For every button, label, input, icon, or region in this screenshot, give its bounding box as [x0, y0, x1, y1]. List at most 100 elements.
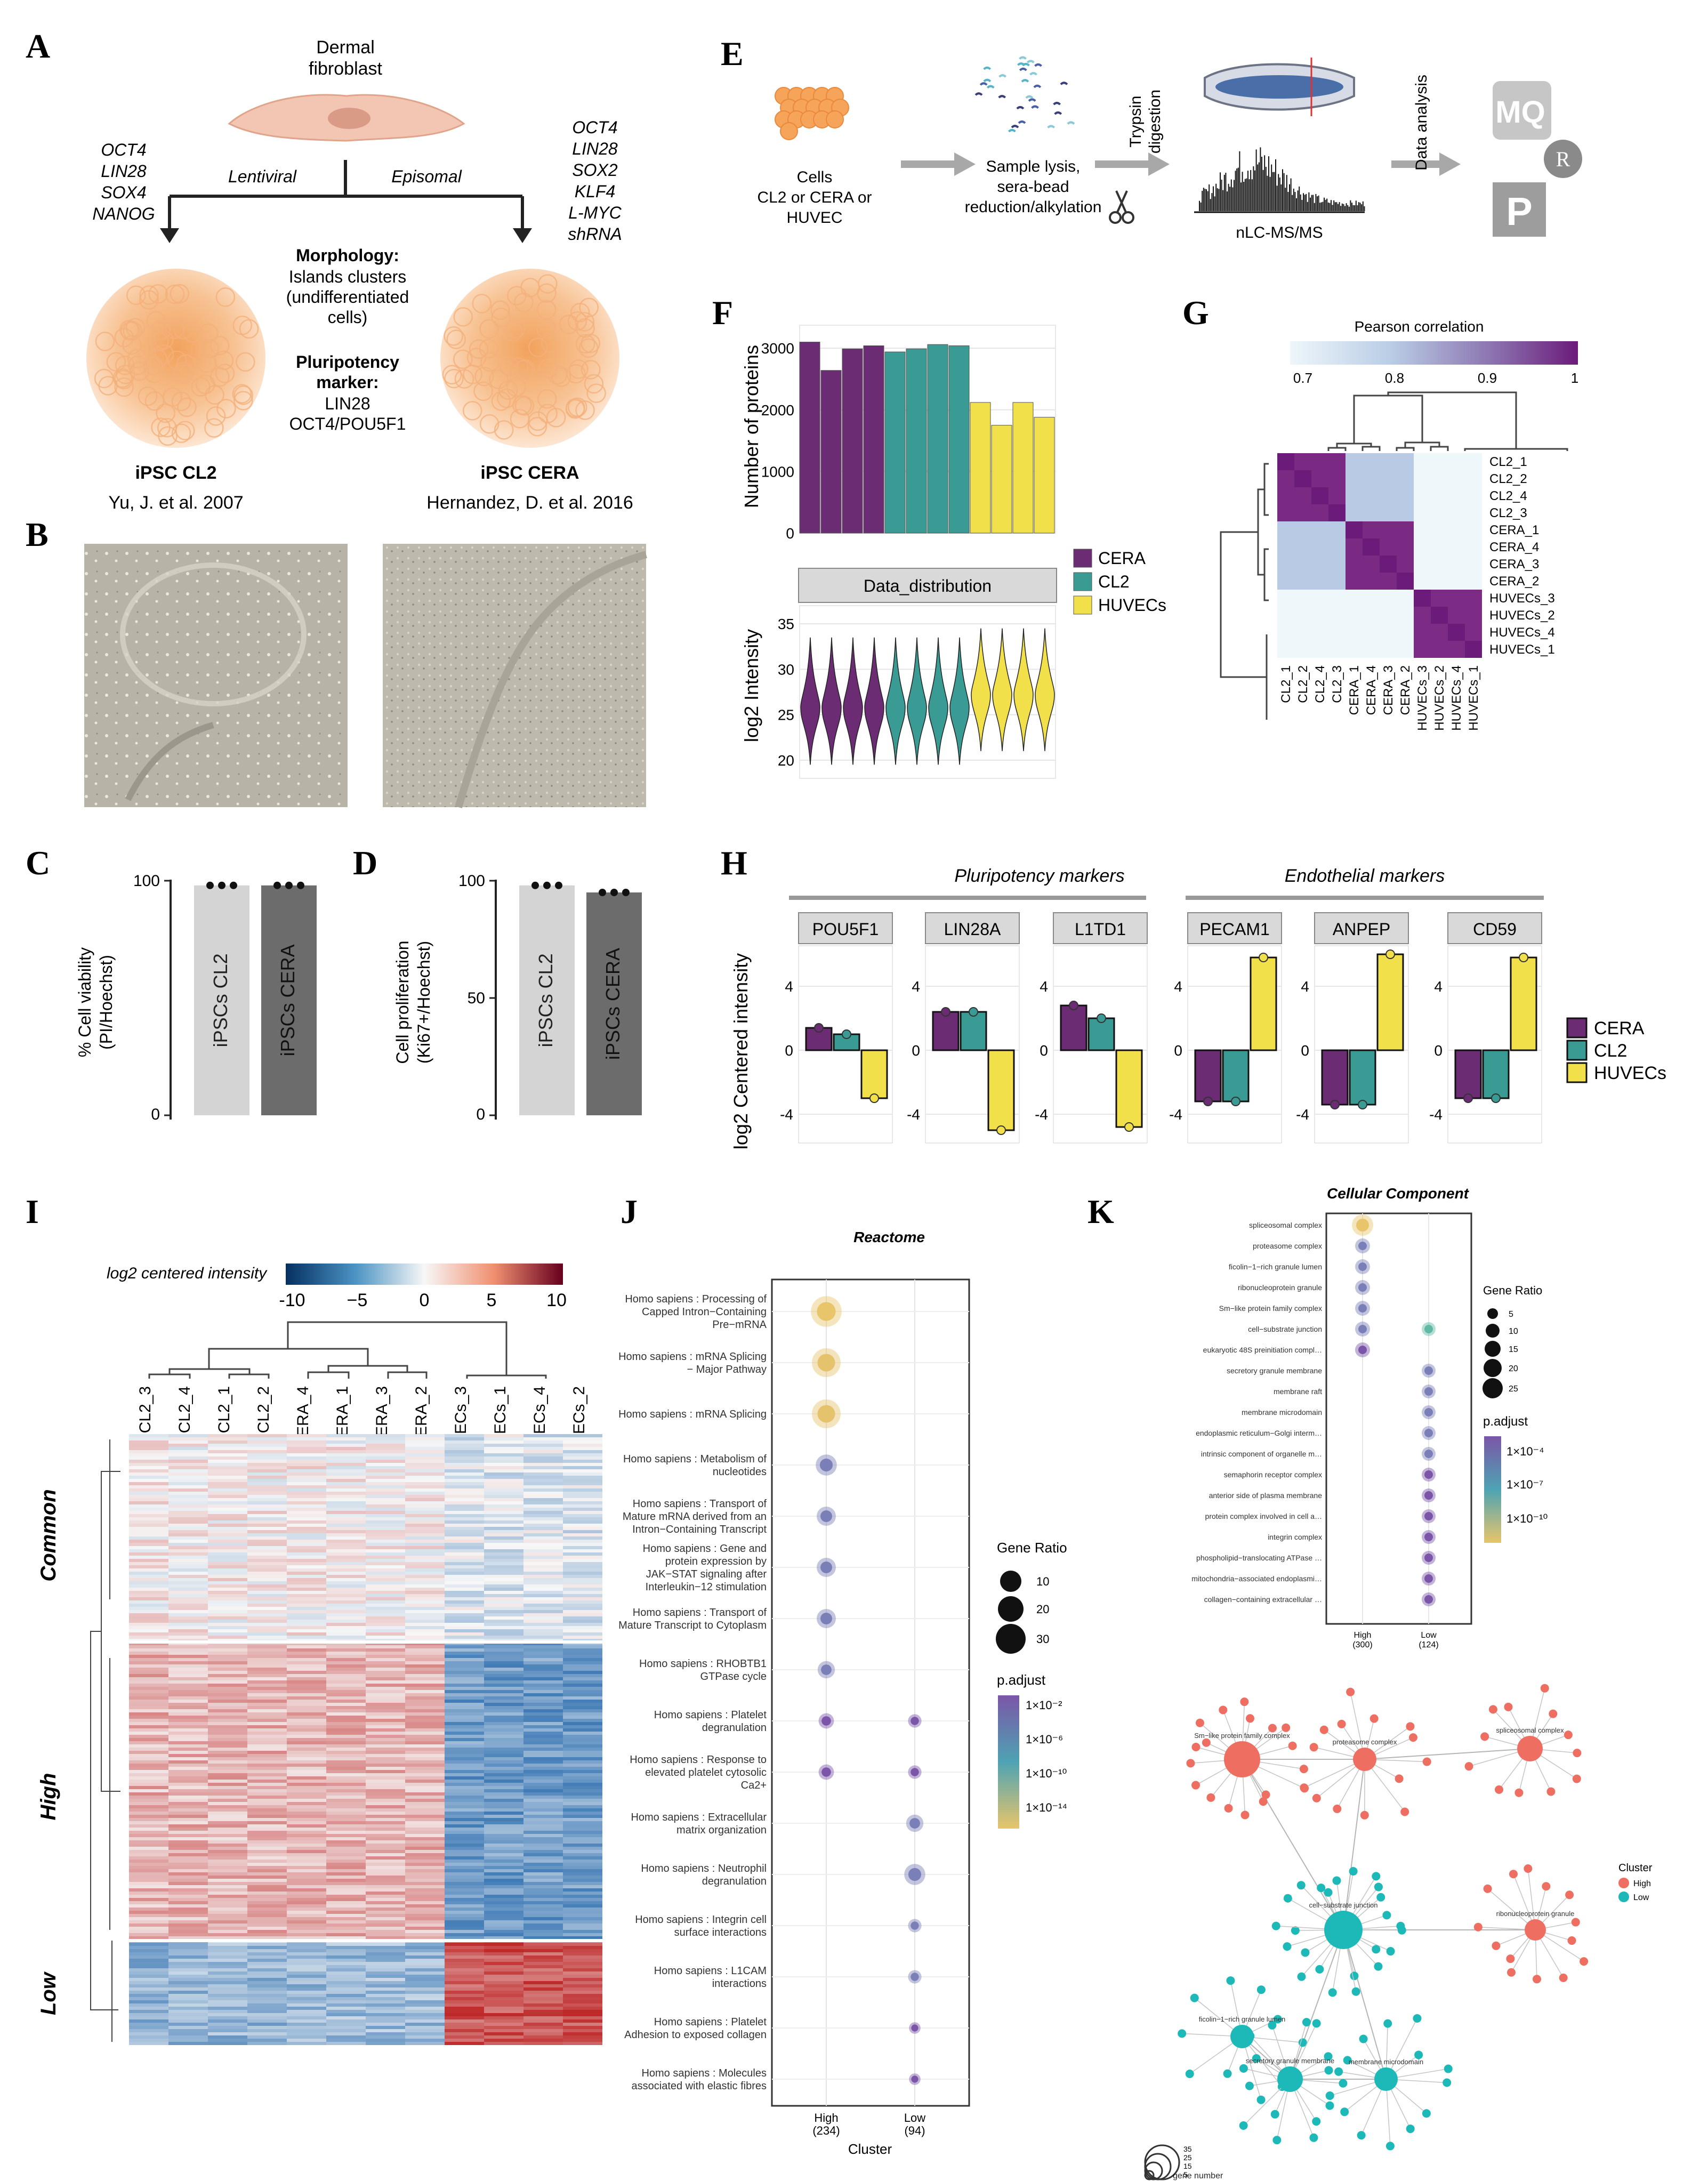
e-arrow-icon [1148, 152, 1170, 176]
i-heatmap-cell [484, 1460, 523, 1463]
colony-cell-icon [566, 398, 585, 418]
colony-cell-icon [503, 322, 523, 342]
i-heatmap-cell [445, 1904, 484, 1908]
i-heatmap-cell [287, 1456, 326, 1460]
i-heatmap-cell [563, 1485, 602, 1488]
i-heatmap-cell [129, 1687, 168, 1690]
i-heatmap-cell [523, 1837, 563, 1840]
k-gene-node [1297, 1972, 1306, 1981]
k-gene-node [1549, 1709, 1558, 1718]
i-heatmap-cell [208, 1613, 247, 1616]
i-heatmap-cell [247, 1981, 287, 1984]
i-heatmap-cell [366, 1901, 405, 1904]
i-heatmap-cell [445, 1463, 484, 1466]
i-heatmap-cell [208, 1959, 247, 1962]
j-term-label: Intron−Containing Transcript [632, 1524, 767, 1535]
i-heatmap-cell [168, 1872, 208, 1876]
i-heatmap-cell [208, 1744, 247, 1748]
i-heatmap-cell [287, 1549, 326, 1552]
i-heatmap-cell [208, 1949, 247, 1952]
h-point [869, 1093, 879, 1103]
k-dot [1358, 1262, 1367, 1271]
d-point [610, 889, 618, 896]
g-heatmap-cell [1448, 504, 1465, 521]
colony-cell-icon [579, 297, 599, 317]
i-heatmap-cell [129, 1664, 168, 1668]
i-heatmap-cell [129, 1860, 168, 1863]
i-heatmap-cell [563, 1533, 602, 1536]
i-heatmap-cell [445, 1680, 484, 1684]
d-bar [519, 885, 575, 1115]
i-heatmap-cell [129, 2029, 168, 2032]
i-heatmap-cell [523, 1479, 563, 1482]
i-heatmap-cell [405, 1971, 445, 1975]
g-heatmap-cell [1448, 641, 1465, 658]
i-heatmap-cell [168, 1783, 208, 1786]
h-ylabel: log2 Centered intensity [730, 953, 752, 1149]
i-heatmap-cell [326, 1696, 366, 1700]
g-heatmap-cell [1448, 521, 1465, 538]
i-heatmap-cell [247, 1709, 287, 1712]
i-heatmap-cell [523, 1760, 563, 1764]
i-heatmap-cell [287, 1700, 326, 1703]
i-heatmap-cell [208, 2013, 247, 2016]
k-gene-node [1195, 1718, 1204, 1727]
i-heatmap-cell [366, 1821, 405, 1824]
i-heatmap-cell [366, 1962, 405, 1965]
i-heatmap-cell [563, 1613, 602, 1616]
i-heatmap-cell [484, 1930, 523, 1933]
i-heatmap-cell [168, 1479, 208, 1482]
i-heatmap-cell [445, 1971, 484, 1975]
i-heatmap-cell [208, 1879, 247, 1882]
k-gene-node [1413, 2014, 1422, 2023]
i-heatmap-cell [523, 1597, 563, 1600]
i-heatmap-cell [247, 2007, 287, 2010]
i-heatmap-cell [168, 1722, 208, 1725]
i-heatmap-cell [247, 1850, 287, 1853]
g-heatmap-cell [1363, 573, 1380, 590]
i-heatmap-cell [445, 2042, 484, 2045]
i-heatmap-cell [445, 1780, 484, 1783]
i-heatmap-cell [129, 1955, 168, 1959]
i-heatmap-cell [445, 1568, 484, 1572]
i-heatmap-cell [247, 1770, 287, 1773]
i-heatmap-cell [484, 1780, 523, 1783]
i-heatmap-cell [366, 1623, 405, 1626]
i-heatmap-cell [484, 1556, 523, 1559]
debris-fragment-icon [1054, 111, 1062, 115]
i-heatmap-cell [445, 1527, 484, 1530]
i-heatmap-cell [523, 1716, 563, 1719]
i-heatmap-cell [523, 2019, 563, 2023]
i-heatmap-cell [405, 1735, 445, 1738]
i-heatmap-cell [208, 1796, 247, 1799]
i-heatmap-cell [445, 1962, 484, 1965]
i-heatmap-cell [405, 1434, 445, 1437]
g-heatmap-cell [1328, 470, 1346, 487]
i-heatmap-cell [247, 1680, 287, 1684]
k-gene-node [1283, 1942, 1292, 1951]
i-heatmap-cell [563, 1584, 602, 1588]
colony-cell-icon [444, 368, 464, 389]
i-heatmap-cell [445, 1837, 484, 1840]
g-heatmap-cell [1380, 538, 1397, 556]
i-heatmap-cell [484, 1540, 523, 1543]
i-heatmap-cell [366, 1485, 405, 1488]
k-size-value: 25 [1509, 1385, 1518, 1394]
r-logo [1544, 140, 1582, 178]
j-colorbar [998, 1695, 1019, 1829]
i-heatmap-cell [523, 1482, 563, 1485]
i-heatmap-cell [247, 2003, 287, 2007]
h-legend-label: CERA [1594, 1018, 1645, 1039]
i-heatmap-cell [168, 2029, 208, 2032]
i-heatmap-cell [247, 1533, 287, 1536]
c-bar [194, 885, 249, 1115]
i-heatmap-cell [247, 1706, 287, 1709]
k-term-node [1353, 1748, 1376, 1771]
morphology-line: (undifferentiated [286, 287, 409, 307]
i-heatmap-cell [484, 1616, 523, 1620]
colony-cell-icon [146, 311, 166, 331]
i-heatmap-cell [168, 1543, 208, 1546]
i-heatmap-cell [247, 1796, 287, 1799]
i-heatmap-cell [366, 1831, 405, 1834]
i-heatmap-cell [445, 1722, 484, 1725]
